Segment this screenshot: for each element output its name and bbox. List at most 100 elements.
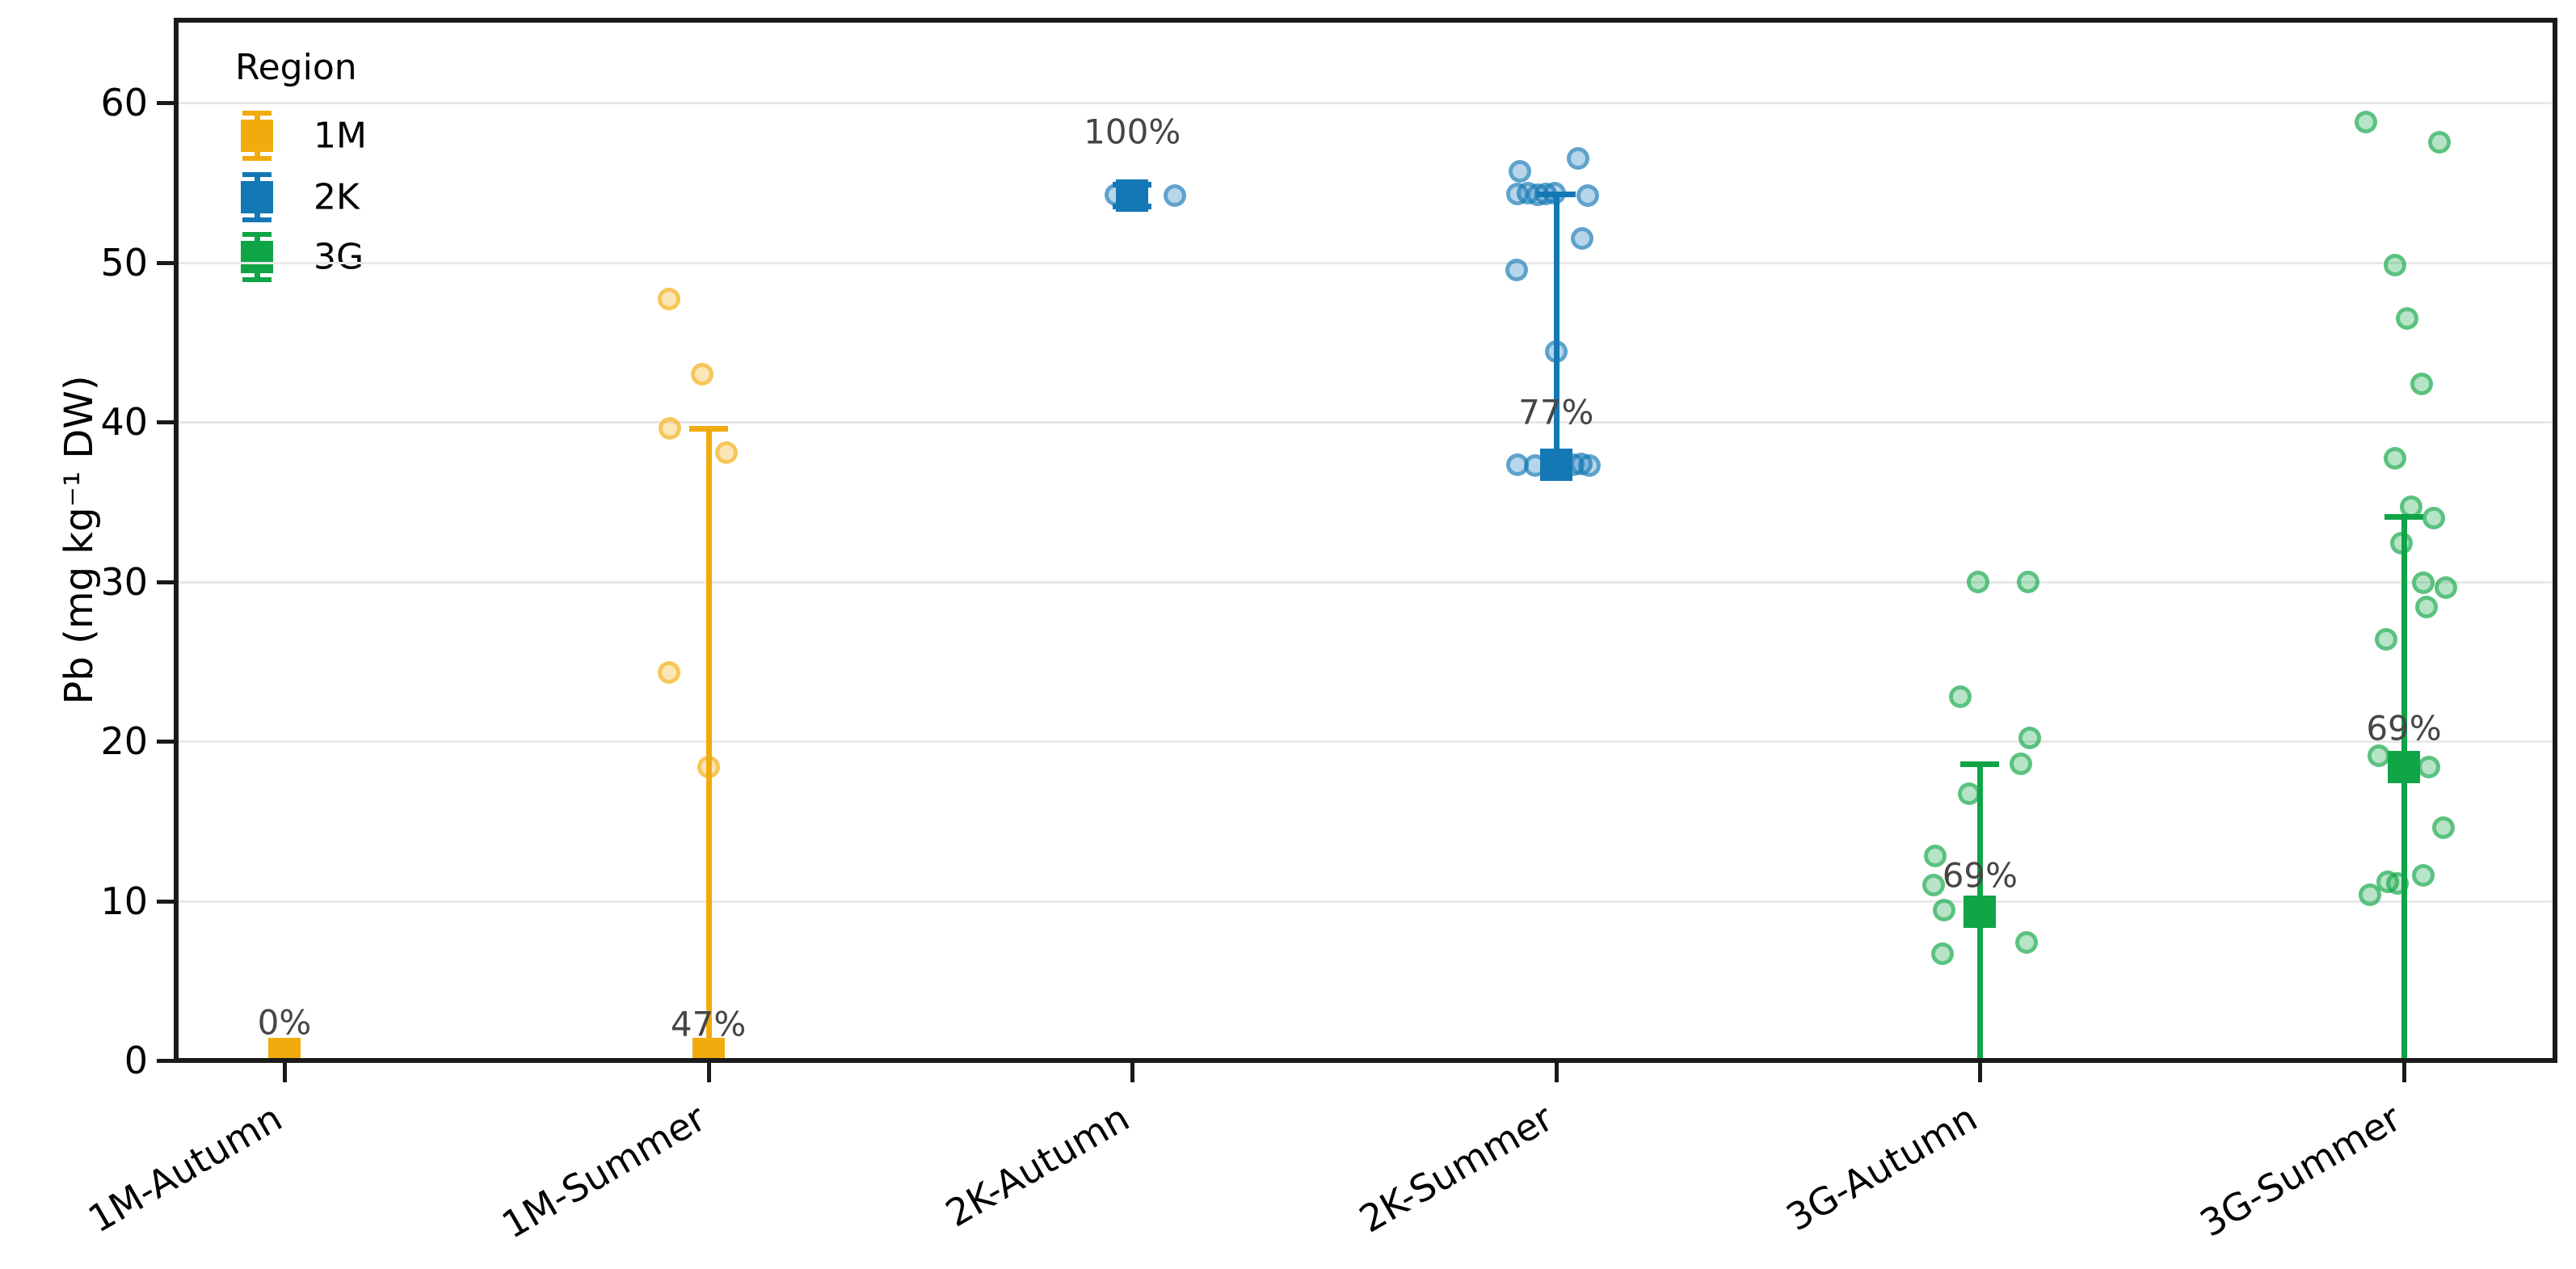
y-tick-mark	[157, 899, 176, 904]
y-tick-mark	[157, 101, 176, 105]
data-point	[1967, 570, 1990, 593]
y-tick-label: 30	[100, 559, 148, 604]
gridline	[179, 580, 2553, 584]
error-bar-cap-top	[1960, 761, 2000, 767]
data-point	[1576, 183, 1600, 207]
data-point	[657, 661, 680, 685]
legend-title: Region	[235, 47, 357, 88]
error-bar-line	[1553, 193, 1559, 466]
y-tick-label: 10	[100, 879, 148, 923]
gridline	[179, 421, 2553, 424]
data-point	[1509, 159, 1532, 183]
legend-marker-square	[241, 241, 273, 273]
gridline	[179, 900, 2553, 903]
y-tick-label: 60	[100, 81, 148, 124]
data-point	[1923, 845, 1947, 868]
legend-errorbar-marker	[239, 111, 275, 161]
y-tick-mark	[157, 1059, 176, 1063]
mean-square-marker	[1964, 896, 1997, 929]
x-tick-mark	[283, 1063, 287, 1082]
gridline	[179, 740, 2553, 743]
data-point	[2396, 306, 2419, 330]
data-point	[658, 416, 681, 440]
data-point	[2417, 755, 2440, 778]
y-tick-mark	[157, 420, 176, 424]
data-point	[2018, 727, 2042, 750]
gridline	[179, 102, 2553, 104]
error-bar-cap-top	[688, 425, 728, 432]
x-tick-label: 3G-Summer	[2192, 1095, 2409, 1246]
x-tick-label: 2K-Autumn	[938, 1095, 1137, 1236]
data-point	[690, 362, 713, 386]
data-point	[1570, 226, 1593, 250]
data-point	[2010, 752, 2033, 775]
data-point	[714, 441, 738, 464]
data-point	[2412, 571, 2435, 595]
mean-square-marker	[268, 1038, 301, 1058]
x-tick-mark	[1978, 1063, 1983, 1082]
data-point	[2428, 131, 2452, 154]
detection-annotation: 47%	[670, 1004, 747, 1044]
y-tick-label: 20	[100, 719, 148, 763]
data-point	[2375, 627, 2398, 651]
gridline	[179, 261, 2553, 264]
x-tick-mark	[1554, 1063, 1559, 1082]
x-tick-mark	[1130, 1063, 1135, 1082]
data-point	[2422, 506, 2445, 529]
data-point	[2383, 447, 2406, 470]
legend-marker-cap-bottom	[242, 277, 271, 282]
error-bar-line	[2401, 516, 2407, 1058]
y-tick-mark	[157, 580, 176, 584]
data-point	[2434, 576, 2457, 600]
mean-square-marker	[1539, 449, 1572, 482]
data-point	[1505, 259, 1528, 282]
legend-marker-square	[241, 181, 273, 213]
x-tick-label: 1M-Autumn	[80, 1095, 289, 1242]
mean-square-marker	[692, 1038, 725, 1058]
data-point	[1567, 147, 1590, 171]
x-tick-label: 2K-Summer	[1352, 1095, 1561, 1242]
legend-marker-cap-top	[242, 232, 271, 237]
x-tick-label: 3G-Autumn	[1778, 1095, 1985, 1240]
y-tick-label: 50	[100, 240, 148, 285]
legend-entry-label: 2K	[314, 176, 360, 218]
legend-marker-cap-bottom	[242, 217, 271, 222]
y-tick-label: 0	[124, 1039, 148, 1082]
data-point	[2359, 883, 2382, 906]
legend-marker-square	[241, 120, 273, 152]
legend-marker-cap-top	[242, 111, 271, 116]
data-point	[1577, 454, 1601, 478]
legend-entry-label: 3G	[314, 236, 364, 278]
plot-area	[179, 23, 2553, 1058]
error-bar-cap-top	[2384, 513, 2423, 520]
detection-annotation: 100%	[1084, 112, 1181, 152]
data-point	[2412, 863, 2435, 887]
legend-marker-cap-bottom	[242, 156, 271, 161]
data-point	[1921, 873, 1945, 896]
y-tick-label: 40	[100, 400, 148, 444]
x-tick-mark	[706, 1063, 711, 1082]
data-point	[2383, 254, 2406, 277]
detection-annotation: 77%	[1518, 392, 1594, 432]
data-point	[2410, 372, 2434, 395]
y-tick-mark	[157, 740, 176, 744]
legend-marker-cap-top	[242, 172, 271, 177]
mean-square-marker	[1116, 179, 1149, 212]
detection-annotation: 69%	[2366, 708, 2442, 748]
legend-errorbar-marker	[239, 232, 275, 282]
legend-errorbar-marker	[239, 172, 275, 222]
data-point	[1163, 183, 1186, 207]
detection-annotation: 69%	[1942, 855, 2018, 896]
data-point	[2431, 816, 2455, 839]
data-point	[2354, 110, 2377, 133]
error-bar-line	[705, 428, 712, 1058]
data-point	[2015, 930, 2039, 954]
x-tick-label: 1M-Summer	[494, 1095, 713, 1247]
data-point	[2414, 596, 2438, 619]
data-point	[2017, 570, 2040, 593]
detection-annotation: 0%	[257, 1002, 312, 1043]
x-tick-mark	[2402, 1063, 2406, 1082]
y-tick-mark	[157, 260, 176, 265]
mean-square-marker	[2388, 750, 2420, 783]
